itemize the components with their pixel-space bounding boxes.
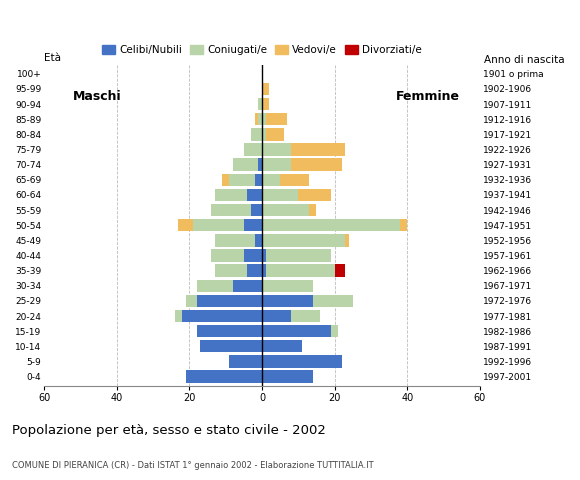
Bar <box>258 98 262 110</box>
Bar <box>244 219 262 231</box>
Bar <box>248 264 262 277</box>
Bar <box>262 264 266 277</box>
Bar <box>262 174 280 186</box>
Bar <box>291 158 342 171</box>
Bar <box>280 174 309 186</box>
Bar <box>262 113 266 125</box>
Text: COMUNE DI PIERANICA (CR) - Dati ISTAT 1° gennaio 2002 - Elaborazione TUTTITALIA.: COMUNE DI PIERANICA (CR) - Dati ISTAT 1°… <box>12 461 373 470</box>
Bar <box>346 234 349 247</box>
Bar <box>251 204 262 216</box>
Bar <box>313 295 353 307</box>
Bar <box>186 295 197 307</box>
Bar <box>258 113 262 125</box>
Bar <box>197 279 233 292</box>
Bar <box>262 98 269 110</box>
Bar <box>266 113 287 125</box>
Bar <box>175 310 182 322</box>
Text: Femmine: Femmine <box>396 90 461 103</box>
Bar <box>262 355 342 368</box>
Bar <box>262 204 309 216</box>
Bar <box>262 234 346 247</box>
Bar <box>262 189 298 201</box>
Bar <box>291 143 346 156</box>
Bar <box>244 249 262 262</box>
Legend: Celibi/Nubili, Coniugati/e, Vedovi/e, Divorziati/e: Celibi/Nubili, Coniugati/e, Vedovi/e, Di… <box>98 41 426 60</box>
Bar <box>244 143 262 156</box>
Bar <box>400 219 407 231</box>
Bar <box>262 310 291 322</box>
Bar <box>262 158 291 171</box>
Bar <box>331 325 338 337</box>
Bar <box>262 325 331 337</box>
Bar <box>215 189 248 201</box>
Bar <box>262 295 313 307</box>
Bar <box>258 158 262 171</box>
Bar <box>262 371 313 383</box>
Bar <box>229 355 262 368</box>
Bar <box>255 234 262 247</box>
Bar <box>262 143 291 156</box>
Bar <box>335 264 346 277</box>
Bar <box>200 340 262 352</box>
Bar <box>262 340 302 352</box>
Bar <box>255 113 258 125</box>
Bar <box>291 310 320 322</box>
Bar <box>215 234 255 247</box>
Bar <box>179 219 193 231</box>
Bar <box>255 174 262 186</box>
Bar <box>233 158 258 171</box>
Bar <box>193 219 244 231</box>
Bar <box>229 174 255 186</box>
Bar <box>262 279 313 292</box>
Bar <box>262 83 269 95</box>
Text: Maschi: Maschi <box>73 90 122 103</box>
Bar <box>266 264 335 277</box>
Bar <box>266 128 284 141</box>
Bar <box>262 128 266 141</box>
Bar <box>222 174 229 186</box>
Bar <box>211 249 244 262</box>
Bar <box>298 189 331 201</box>
Bar <box>186 371 262 383</box>
Bar <box>211 204 251 216</box>
Bar <box>197 295 262 307</box>
Bar <box>309 204 317 216</box>
Bar <box>197 325 262 337</box>
Text: Età: Età <box>44 53 61 63</box>
Bar <box>215 264 248 277</box>
Text: Popolazione per età, sesso e stato civile - 2002: Popolazione per età, sesso e stato civil… <box>12 424 325 437</box>
Bar <box>251 128 262 141</box>
Bar <box>266 249 331 262</box>
Bar <box>262 249 266 262</box>
Bar <box>182 310 262 322</box>
Bar <box>262 219 400 231</box>
Bar <box>233 279 262 292</box>
Text: Anno di nascita: Anno di nascita <box>484 55 565 65</box>
Bar <box>248 189 262 201</box>
